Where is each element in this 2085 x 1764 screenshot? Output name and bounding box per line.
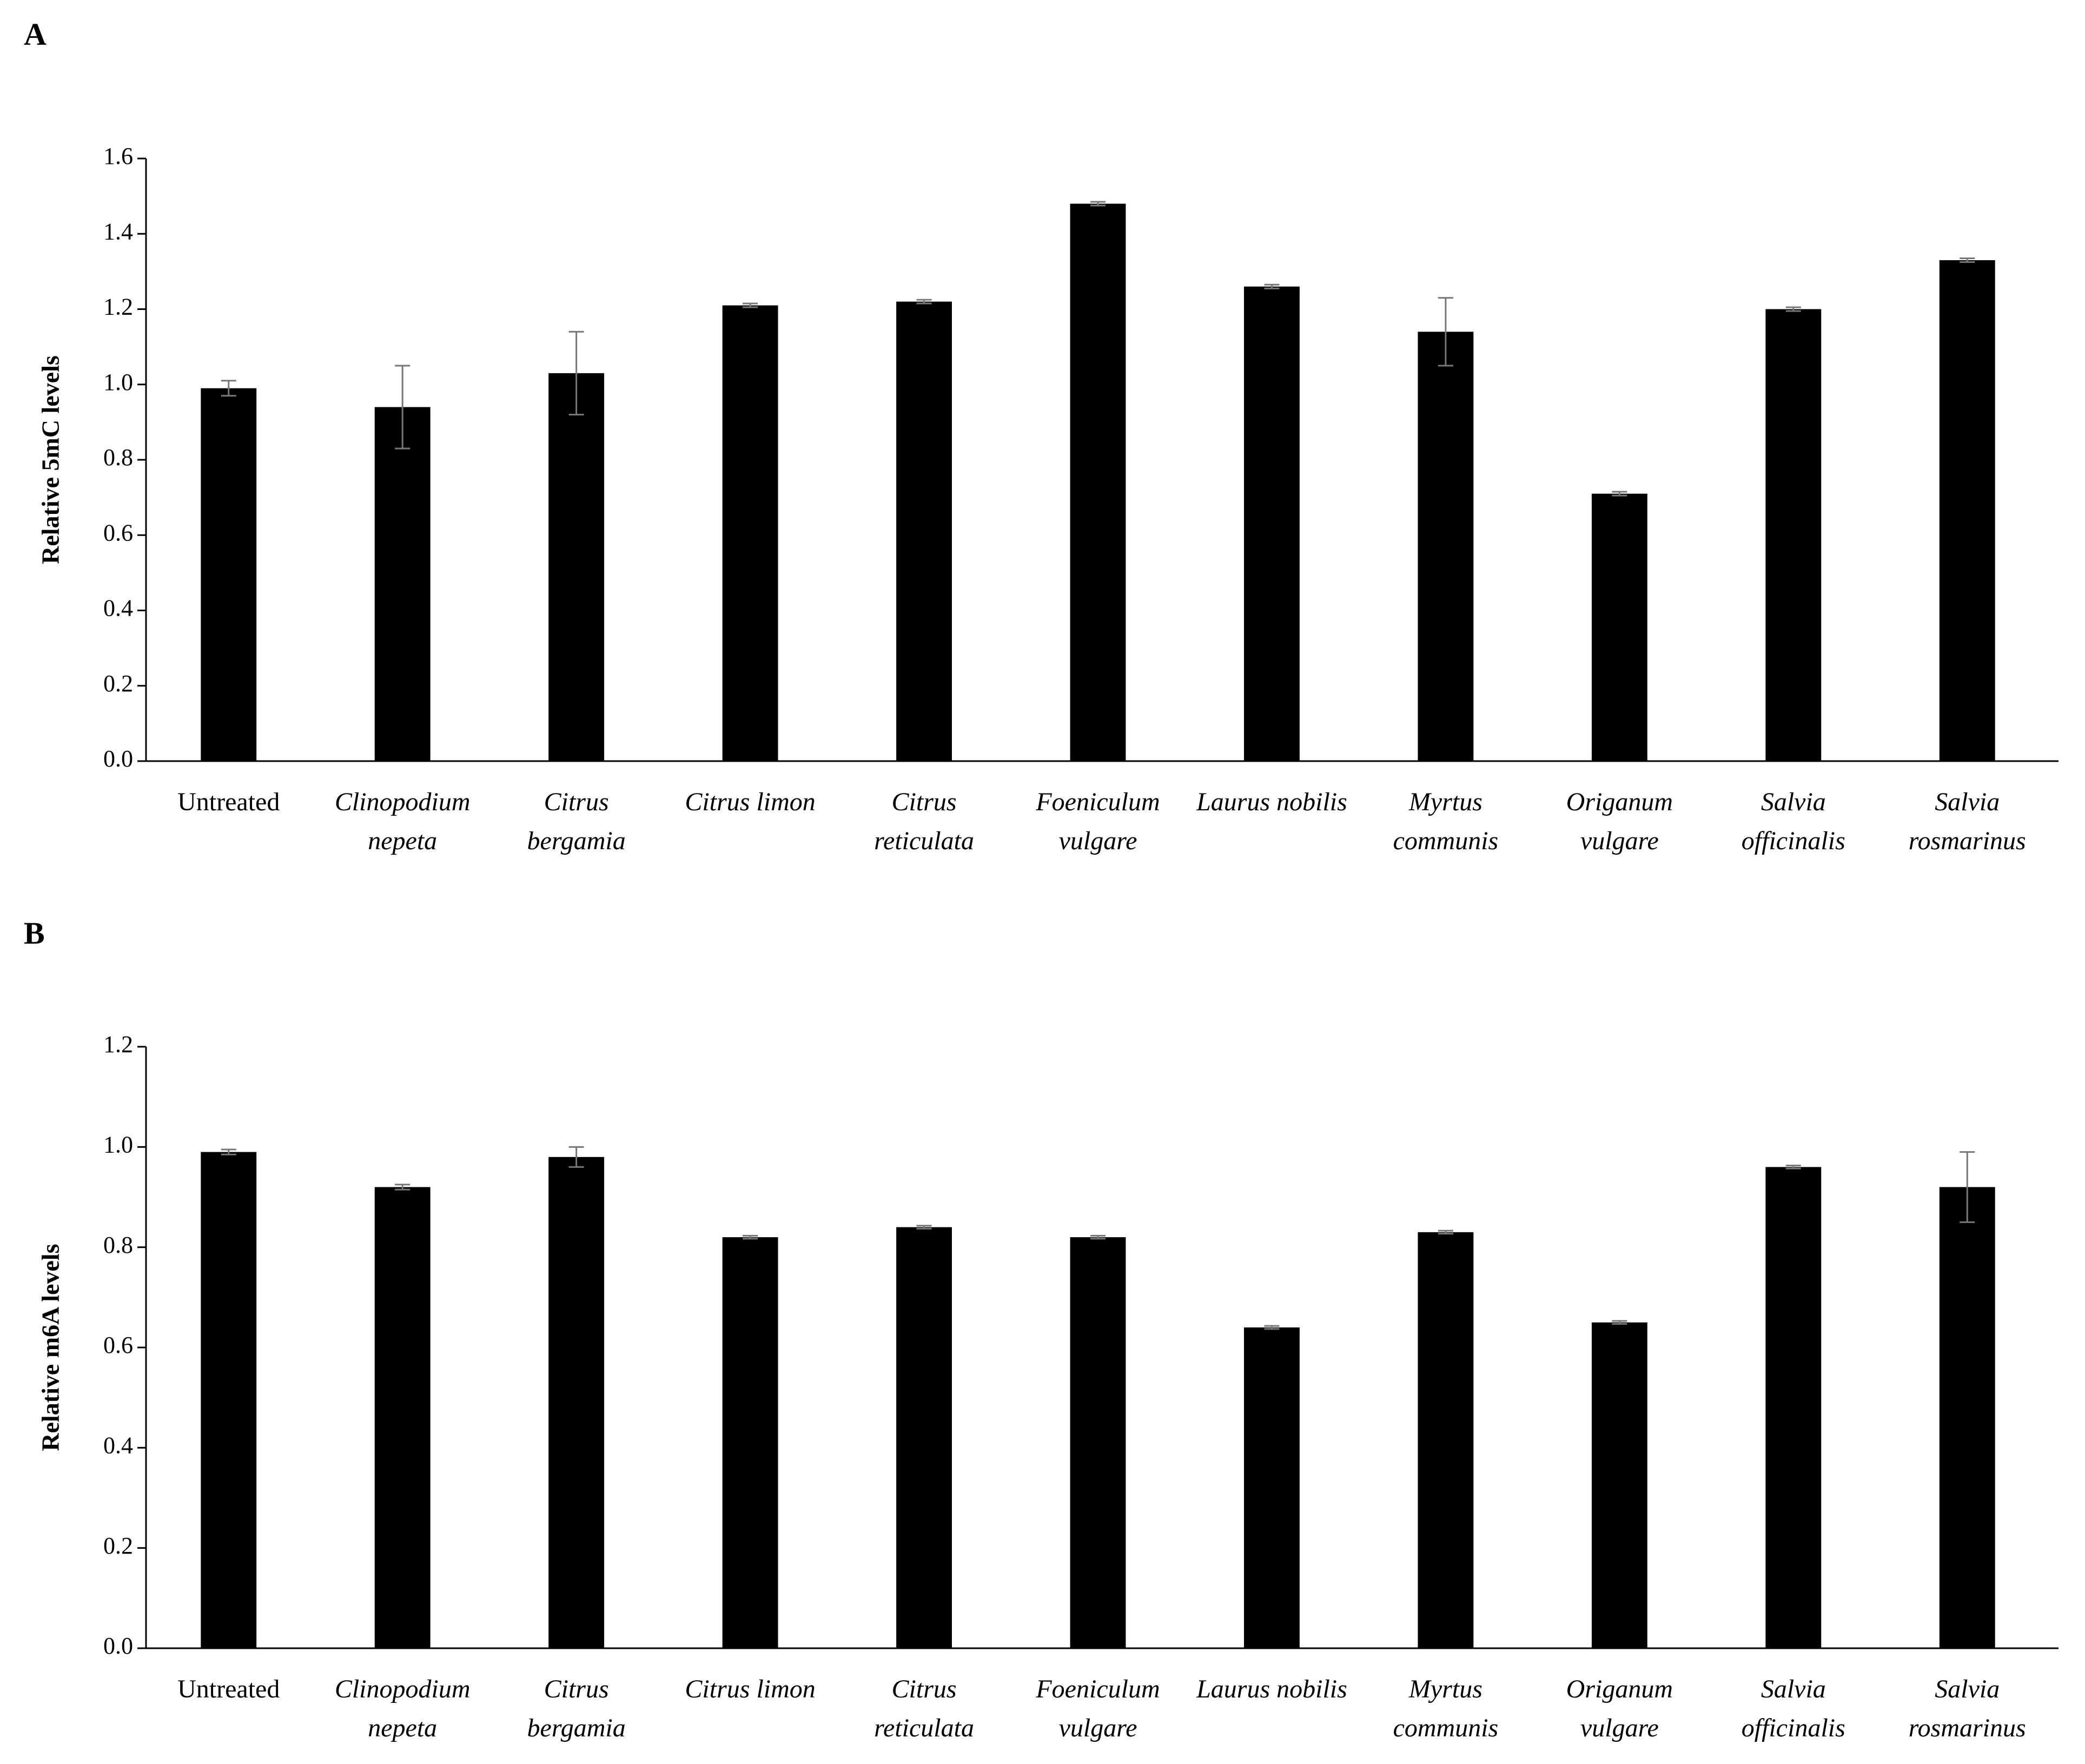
error-bar: [743, 302, 758, 308]
bar: [1591, 1322, 1647, 1648]
y-tick-label: 1.4: [103, 218, 133, 245]
x-tick-label: Salvia officinalis: [1741, 1675, 1845, 1742]
x-tick-label: Salvia rosmarinus: [1908, 1675, 2026, 1742]
error-bar: [1612, 491, 1627, 497]
error-bar: [1438, 1230, 1453, 1235]
bar: [1765, 309, 1822, 761]
bar: [1418, 332, 1474, 761]
y-tick-label: 0.8: [103, 1232, 133, 1258]
error-bar: [1960, 257, 1975, 263]
y-tick-label: 0.8: [103, 444, 133, 471]
bar: [1418, 1232, 1474, 1648]
y-tick-label: 0.4: [103, 1432, 133, 1458]
error-bar: [221, 1148, 236, 1155]
error-bar: [395, 1184, 411, 1191]
y-tick-label: 1.0: [103, 1131, 133, 1158]
error-bar: [395, 365, 411, 450]
error-bar: [568, 1146, 584, 1168]
x-tick-label: Foeniculum vulgare: [1036, 1675, 1160, 1742]
error-bar: [1785, 1165, 1801, 1170]
bar: [1244, 1327, 1300, 1648]
bar: [201, 388, 257, 761]
bar: [1070, 203, 1126, 761]
x-tick-label: Citrus limon: [685, 1675, 816, 1703]
x-tick-label: Untreated: [177, 1675, 280, 1703]
y-tick-label: 1.6: [103, 143, 133, 169]
error-bar: [1785, 306, 1801, 312]
x-tick-label: Citrus reticulata: [874, 1675, 974, 1742]
bar: [1591, 493, 1647, 761]
y-tick-label: 0.2: [103, 1532, 133, 1559]
x-tick-label: Origanum vulgare: [1566, 788, 1673, 855]
y-tick-label: 1.2: [103, 294, 133, 320]
bar: [896, 301, 952, 761]
x-tick-label: Laurus nobilis: [1196, 788, 1347, 816]
y-tick-label: 0.0: [103, 745, 133, 772]
y-tick-label: 1.2: [103, 1031, 133, 1058]
bar: [1939, 260, 1995, 761]
y-tick-label: 0.0: [103, 1633, 133, 1659]
x-tick-label: Myrtus communis: [1393, 788, 1499, 855]
panel-label: A: [24, 16, 47, 51]
x-tick-label: Origanum vulgare: [1566, 1675, 1673, 1742]
x-tick-label: Citrus reticulata: [874, 788, 974, 855]
error-bar: [1090, 201, 1106, 207]
x-tick-label: Foeniculum vulgare: [1036, 788, 1160, 855]
bar: [1765, 1167, 1822, 1648]
y-tick-label: 0.2: [103, 670, 133, 697]
x-tick-label: Laurus nobilis: [1196, 1675, 1347, 1703]
error-bar: [1090, 1234, 1106, 1240]
bar: [548, 1157, 605, 1648]
bar: [1244, 286, 1300, 761]
error-bar: [916, 1225, 932, 1230]
error-bar: [568, 331, 584, 415]
bar: [1939, 1187, 1995, 1648]
x-tick-label: Myrtus communis: [1393, 1675, 1499, 1742]
x-tick-label: Salvia officinalis: [1741, 788, 1845, 855]
bar: [374, 1187, 431, 1648]
bar: [201, 1152, 257, 1648]
panel-label: B: [24, 915, 45, 950]
error-bar: [221, 380, 236, 397]
bar: [722, 305, 778, 761]
error-bar: [1264, 283, 1280, 289]
bar: [722, 1237, 778, 1648]
x-tick-label: Salvia rosmarinus: [1908, 788, 2026, 855]
error-bar: [916, 299, 932, 305]
y-tick-label: 1.0: [103, 369, 133, 395]
y-tick-label: 0.6: [103, 1332, 133, 1358]
bar: [548, 373, 605, 761]
y-tick-label: 0.6: [103, 519, 133, 546]
x-tick-label: Citrus limon: [685, 788, 816, 816]
x-tick-label: Untreated: [177, 788, 280, 816]
bar: [1070, 1237, 1126, 1648]
bar: [374, 407, 431, 761]
error-bar: [743, 1234, 758, 1240]
error-bar: [1612, 1320, 1627, 1325]
y-axis-label: Relative m6A levels: [37, 1244, 64, 1451]
x-tick-label: Clinopodium nepeta: [334, 788, 471, 855]
y-axis-label: Relative 5mC levels: [37, 355, 64, 564]
x-tick-label: Clinopodium nepeta: [334, 1675, 471, 1742]
error-bar: [1264, 1325, 1280, 1330]
error-bar: [1438, 297, 1453, 367]
x-tick-label: Citrus bergamia: [527, 788, 626, 855]
x-tick-label: Citrus bergamia: [527, 1675, 626, 1742]
y-tick-label: 0.4: [103, 595, 133, 622]
error-bar: [1960, 1151, 1975, 1223]
bar: [896, 1227, 952, 1648]
